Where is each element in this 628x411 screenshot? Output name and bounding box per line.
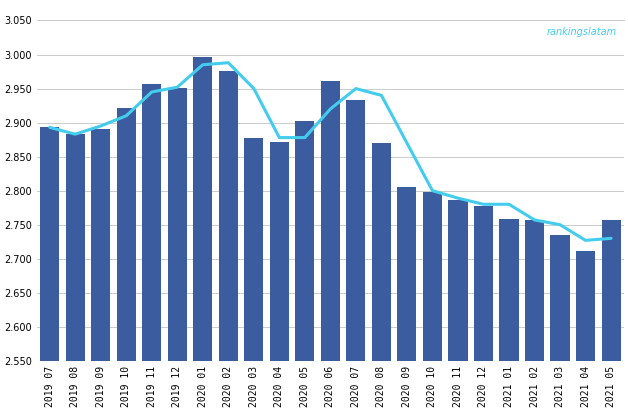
- Bar: [423, 192, 442, 361]
- Bar: [142, 85, 161, 361]
- Bar: [551, 235, 570, 361]
- Bar: [321, 81, 340, 361]
- Bar: [576, 251, 595, 361]
- Bar: [219, 71, 238, 361]
- Bar: [295, 121, 315, 361]
- Bar: [372, 143, 391, 361]
- Bar: [91, 129, 111, 361]
- Bar: [346, 100, 365, 361]
- Text: rankingslatam: rankingslatam: [547, 28, 617, 37]
- Bar: [474, 206, 493, 361]
- Bar: [499, 219, 519, 361]
- Bar: [525, 220, 544, 361]
- Bar: [193, 57, 212, 361]
- Bar: [602, 220, 620, 361]
- Bar: [398, 187, 416, 361]
- Bar: [448, 199, 467, 361]
- Bar: [168, 88, 187, 361]
- Bar: [40, 127, 59, 361]
- Bar: [244, 138, 263, 361]
- Bar: [270, 142, 289, 361]
- Bar: [65, 134, 85, 361]
- Bar: [117, 108, 136, 361]
